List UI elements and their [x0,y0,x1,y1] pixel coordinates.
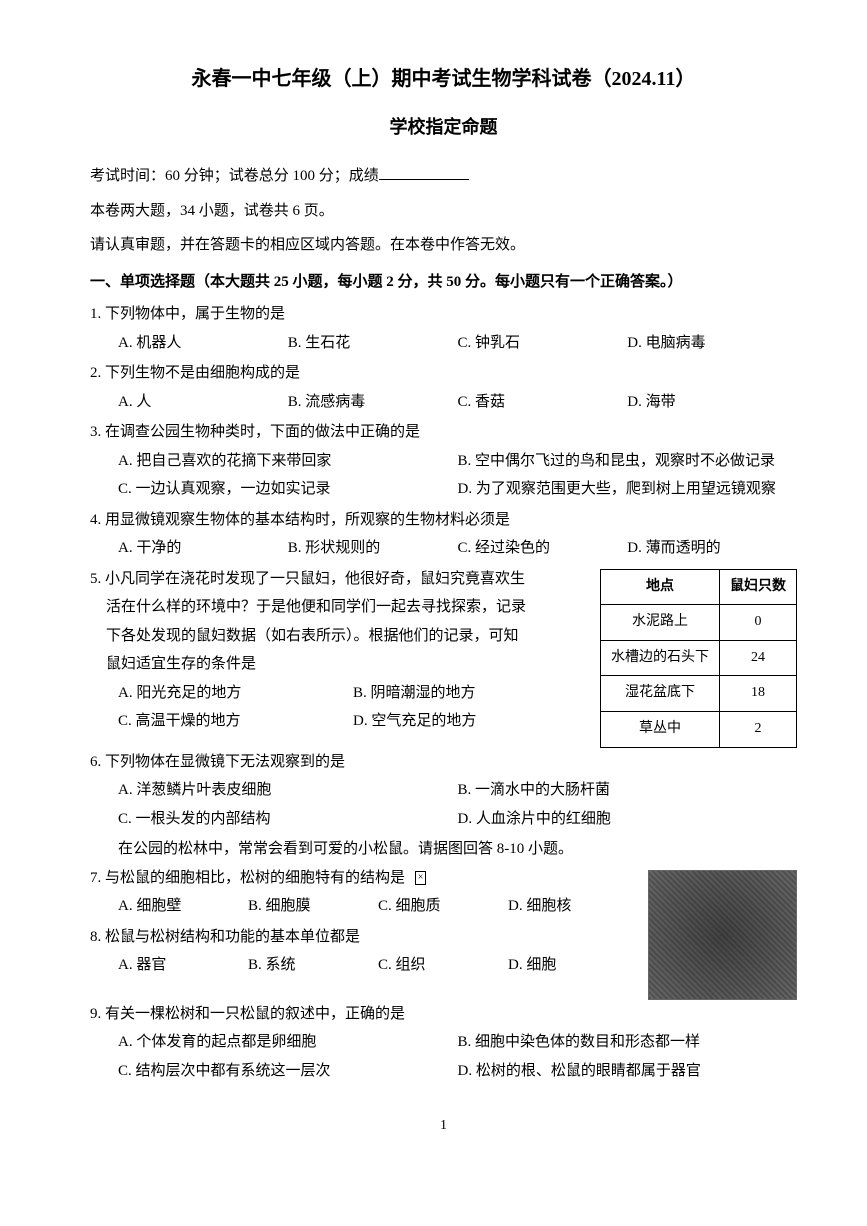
q7-opt-d: D. 细胞核 [508,892,638,921]
question-7: 7. 与松鼠的细胞相比，松树的细胞特有的结构是 × A. 细胞壁 B. 细胞膜 … [90,864,638,921]
q6-opt-a: A. 洋葱鳞片叶表皮细胞 [118,776,458,805]
q5-r2c2: 24 [720,640,797,676]
meta-line-1: 考试时间：60 分钟；试卷总分 100 分；成绩 [90,162,797,191]
q5-r3c1: 湿花盆底下 [601,676,720,712]
q5-r4c2: 2 [720,712,797,748]
q4-opt-d: D. 薄而透明的 [627,534,797,563]
q4-stem: 4. 用显微镜观察生物体的基本结构时，所观察的生物材料必须是 [90,506,797,535]
q2-opt-c: C. 香菇 [458,388,628,417]
q9-opt-b: B. 细胞中染色体的数目和形态都一样 [458,1028,798,1057]
close-x-icon: × [415,871,427,885]
q8-opt-a: A. 器官 [118,951,248,980]
question-4: 4. 用显微镜观察生物体的基本结构时，所观察的生物材料必须是 A. 干净的 B.… [90,506,797,563]
q8-opt-c: C. 组织 [378,951,508,980]
q8-opt-d: D. 细胞 [508,951,638,980]
q5-opt-d: D. 空气充足的地方 [353,707,588,736]
question-5: 5. 小凡同学在浇花时发现了一只鼠妇，他很好奇，鼠妇究竟喜欢生 活在什么样的环境… [90,565,797,748]
q1-stem: 1. 下列物体中，属于生物的是 [90,300,797,329]
q9-opt-a: A. 个体发育的起点都是卵细胞 [118,1028,458,1057]
q5-stem1: 5. 小凡同学在浇花时发现了一只鼠妇，他很好奇，鼠妇究竟喜欢生 [90,565,588,594]
page-number: 1 [90,1113,797,1140]
q6-stem: 6. 下列物体在显微镜下无法观察到的是 [90,748,797,777]
q6-opt-d: D. 人血涂片中的红细胞 [458,805,798,834]
q4-opt-a: A. 干净的 [118,534,288,563]
q2-opt-a: A. 人 [118,388,288,417]
q7-opt-b: B. 细胞膜 [248,892,378,921]
q5-th1: 地点 [601,569,720,605]
q3-opt-a: A. 把自己喜欢的花摘下来带回家 [118,447,458,476]
q2-stem: 2. 下列生物不是由细胞构成的是 [90,359,797,388]
q9-stem: 9. 有关一棵松树和一只松鼠的叙述中，正确的是 [90,1000,797,1029]
intro-8-10: 在公园的松林中，常常会看到可爱的小松鼠。请据图回答 8-10 小题。 [118,835,797,864]
q5-stem4: 鼠妇适宜生存的条件是 [106,650,588,679]
q5-r1c2: 0 [720,605,797,641]
q9-opt-d: D. 松树的根、松鼠的眼睛都属于器官 [458,1057,798,1086]
q1-opt-d: D. 电脑病毒 [627,329,797,358]
q3-opt-c: C. 一边认真观察，一边如实记录 [118,475,458,504]
squirrel-image [648,870,797,1000]
q2-opt-b: B. 流感病毒 [288,388,458,417]
q9-opt-c: C. 结构层次中都有系统这一层次 [118,1057,458,1086]
question-2: 2. 下列生物不是由细胞构成的是 A. 人 B. 流感病毒 C. 香菇 D. 海… [90,359,797,416]
exam-title: 永春一中七年级（上）期中考试生物学科试卷（2024.11） [90,60,797,98]
q5-r1c1: 水泥路上 [601,605,720,641]
meta1-text: 考试时间：60 分钟；试卷总分 100 分；成绩 [90,168,379,184]
q5-stem3: 下各处发现的鼠妇数据（如右表所示）。根据他们的记录，可知 [106,622,588,651]
q2-opt-d: D. 海带 [627,388,797,417]
q5-th2: 鼠妇只数 [720,569,797,605]
q5-stem2: 活在什么样的环境中？于是他便和同学们一起去寻找探索，记录 [106,593,588,622]
q1-opt-c: C. 钟乳石 [458,329,628,358]
score-blank [379,165,469,180]
question-1: 1. 下列物体中，属于生物的是 A. 机器人 B. 生石花 C. 钟乳石 D. … [90,300,797,357]
q3-opt-d: D. 为了观察范围更大些，爬到树上用望远镜观察 [458,475,798,504]
q8-stem: 8. 松鼠与松树结构和功能的基本单位都是 [90,923,638,952]
q6-opt-b: B. 一滴水中的大肠杆菌 [458,776,798,805]
q7-opt-a: A. 细胞壁 [118,892,248,921]
q5-r3c2: 18 [720,676,797,712]
meta-line-3: 请认真审题，并在答题卡的相应区域内答题。在本卷中作答无效。 [90,231,797,260]
exam-subtitle: 学校指定命题 [90,110,797,144]
q1-opt-a: A. 机器人 [118,329,288,358]
q5-opt-b: B. 阴暗潮湿的地方 [353,679,588,708]
q5-opt-c: C. 高温干燥的地方 [118,707,353,736]
q5-data-table: 地点 鼠妇只数 水泥路上0 水槽边的石头下24 湿花盆底下18 草丛中2 [600,569,797,748]
q3-opt-b: B. 空中偶尔飞过的鸟和昆虫，观察时不必做记录 [458,447,798,476]
q5-r4c1: 草丛中 [601,712,720,748]
q5-r2c1: 水槽边的石头下 [601,640,720,676]
section1-heading: 一、单项选择题（本大题共 25 小题，每小题 2 分，共 50 分。每小题只有一… [90,268,797,297]
q1-opt-b: B. 生石花 [288,329,458,358]
q4-opt-c: C. 经过染色的 [458,534,628,563]
question-6: 6. 下列物体在显微镜下无法观察到的是 A. 洋葱鳞片叶表皮细胞 B. 一滴水中… [90,748,797,834]
q7-stem-text: 7. 与松鼠的细胞相比，松树的细胞特有的结构是 [90,870,405,886]
q7-stem: 7. 与松鼠的细胞相比，松树的细胞特有的结构是 × [90,864,638,893]
q6-opt-c: C. 一根头发的内部结构 [118,805,458,834]
question-9: 9. 有关一棵松树和一只松鼠的叙述中，正确的是 A. 个体发育的起点都是卵细胞 … [90,1000,797,1086]
question-8: 8. 松鼠与松树结构和功能的基本单位都是 A. 器官 B. 系统 C. 组织 D… [90,923,638,980]
meta-line-2: 本卷两大题，34 小题，试卷共 6 页。 [90,197,797,226]
q7-opt-c: C. 细胞质 [378,892,508,921]
q5-opt-a: A. 阳光充足的地方 [118,679,353,708]
q8-opt-b: B. 系统 [248,951,378,980]
q3-stem: 3. 在调查公园生物种类时，下面的做法中正确的是 [90,418,797,447]
q4-opt-b: B. 形状规则的 [288,534,458,563]
question-3: 3. 在调查公园生物种类时，下面的做法中正确的是 A. 把自己喜欢的花摘下来带回… [90,418,797,504]
